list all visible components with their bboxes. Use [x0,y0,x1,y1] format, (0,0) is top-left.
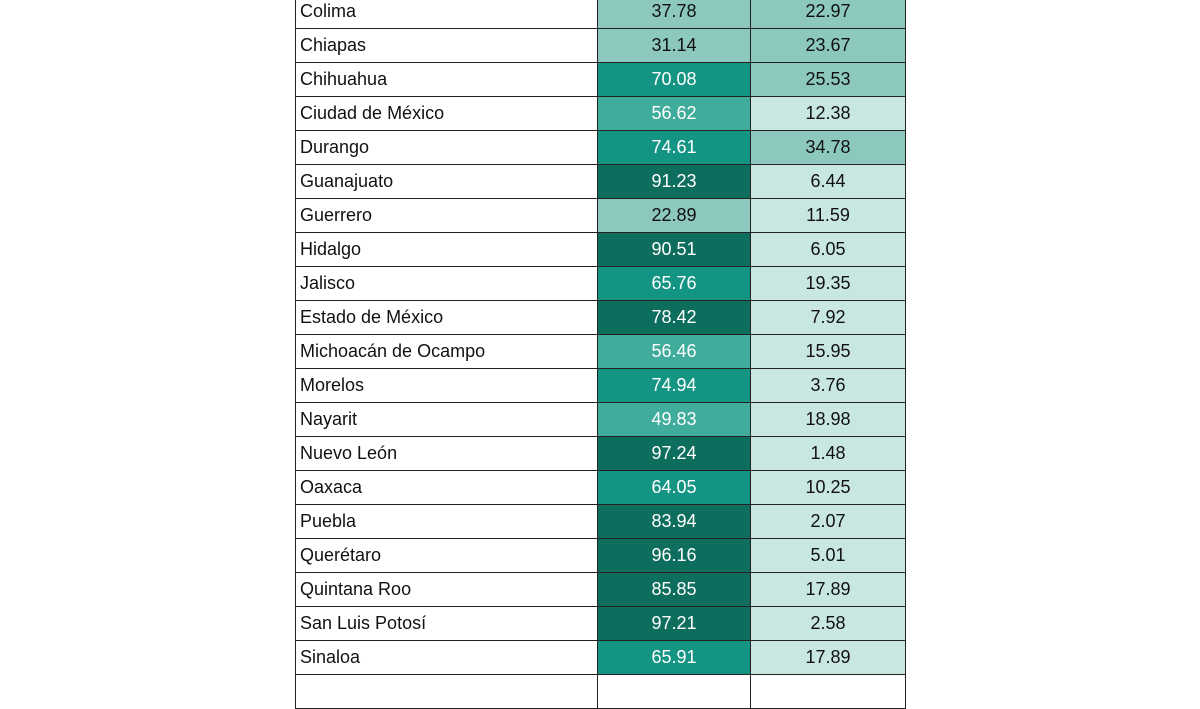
value-cell: 6.44 [750,164,906,199]
value-cell: 10.25 [750,470,906,505]
state-name: Chiapas [295,28,598,63]
value-cell: 12.38 [750,96,906,131]
value-cell: 74.61 [597,130,751,165]
value-cell: 1.48 [750,436,906,471]
value-cell: 2.58 [750,606,906,641]
value-cell: 96.16 [597,538,751,573]
value-cell: 83.94 [597,504,751,539]
value-cell: 64.05 [597,470,751,505]
state-name: Estado de México [295,300,598,335]
value-cell: 18.98 [750,402,906,437]
empty-cell [597,674,751,709]
state-name: Guanajuato [295,164,598,199]
state-name: Sinaloa [295,640,598,675]
state-name: Quintana Roo [295,572,598,607]
state-name: Durango [295,130,598,165]
value-cell: 15.95 [750,334,906,369]
value-cell: 37.78 [597,0,751,29]
state-name: Michoacán de Ocampo [295,334,598,369]
state-name: Puebla [295,504,598,539]
value-cell: 22.89 [597,198,751,233]
value-cell: 49.83 [597,402,751,437]
value-cell: 78.42 [597,300,751,335]
state-name: Ciudad de México [295,96,598,131]
value-cell: 90.51 [597,232,751,267]
value-cell: 85.85 [597,572,751,607]
state-name: Colima [295,0,598,29]
value-cell: 91.23 [597,164,751,199]
value-cell: 23.67 [750,28,906,63]
value-cell: 34.78 [750,130,906,165]
value-cell: 3.76 [750,368,906,403]
value-cell: 74.94 [597,368,751,403]
value-cell: 5.01 [750,538,906,573]
state-name: Jalisco [295,266,598,301]
value-cell: 6.05 [750,232,906,267]
value-cell: 25.53 [750,62,906,97]
state-name: Nayarit [295,402,598,437]
value-cell: 97.24 [597,436,751,471]
state-name: Querétaro [295,538,598,573]
state-name: Hidalgo [295,232,598,267]
value-cell: 65.91 [597,640,751,675]
state-name: Oaxaca [295,470,598,505]
value-cell: 70.08 [597,62,751,97]
page: Colima 37.78 22.97 Chiapas 31.14 23.67 Chihuah… [295,0,906,709]
value-cell: 11.59 [750,198,906,233]
state-name: Guerrero [295,198,598,233]
value-cell: 22.97 [750,0,906,29]
state-name: San Luis Potosí [295,606,598,641]
value-cell: 19.35 [750,266,906,301]
table: Colima 37.78 22.97 Chiapas 31.14 23.67 Chihuah… [295,0,906,709]
state-name: Nuevo León [295,436,598,471]
value-cell: 97.21 [597,606,751,641]
state-name: Morelos [295,368,598,403]
value-cell: 17.89 [750,640,906,675]
value-cell: 31.14 [597,28,751,63]
value-cell: 56.46 [597,334,751,369]
value-cell: 17.89 [750,572,906,607]
empty-cell [295,674,598,709]
value-cell: 2.07 [750,504,906,539]
value-cell: 65.76 [597,266,751,301]
empty-cell [750,674,906,709]
value-cell: 7.92 [750,300,906,335]
state-name: Chihuahua [295,62,598,97]
value-cell: 56.62 [597,96,751,131]
